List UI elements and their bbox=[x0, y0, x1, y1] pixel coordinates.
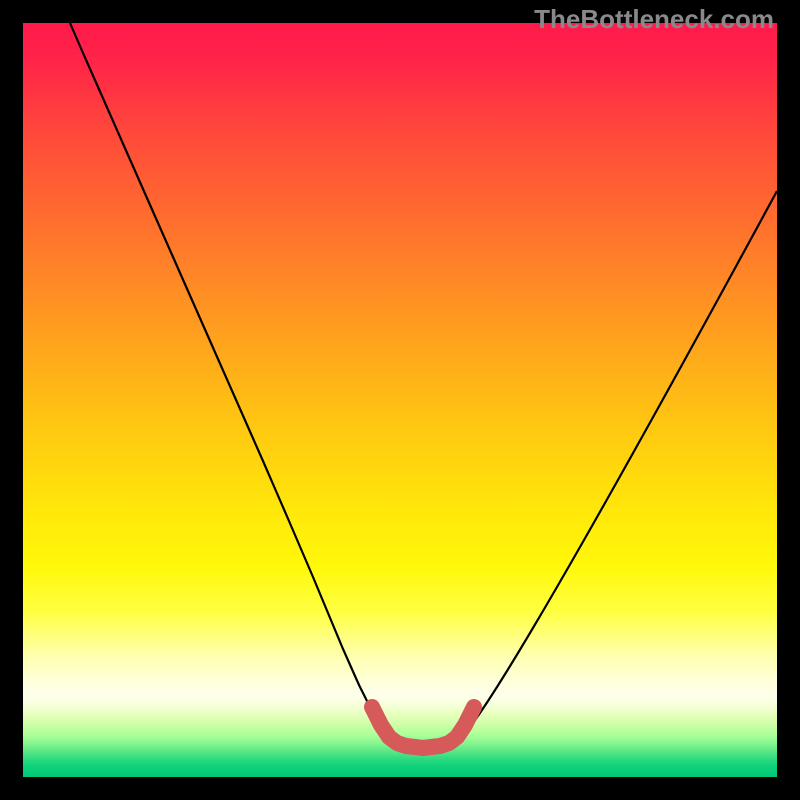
chart-svg bbox=[0, 0, 800, 800]
plot-background bbox=[23, 23, 777, 777]
watermark-text: TheBottleneck.com bbox=[534, 4, 774, 35]
chart-frame: TheBottleneck.com bbox=[0, 0, 800, 800]
